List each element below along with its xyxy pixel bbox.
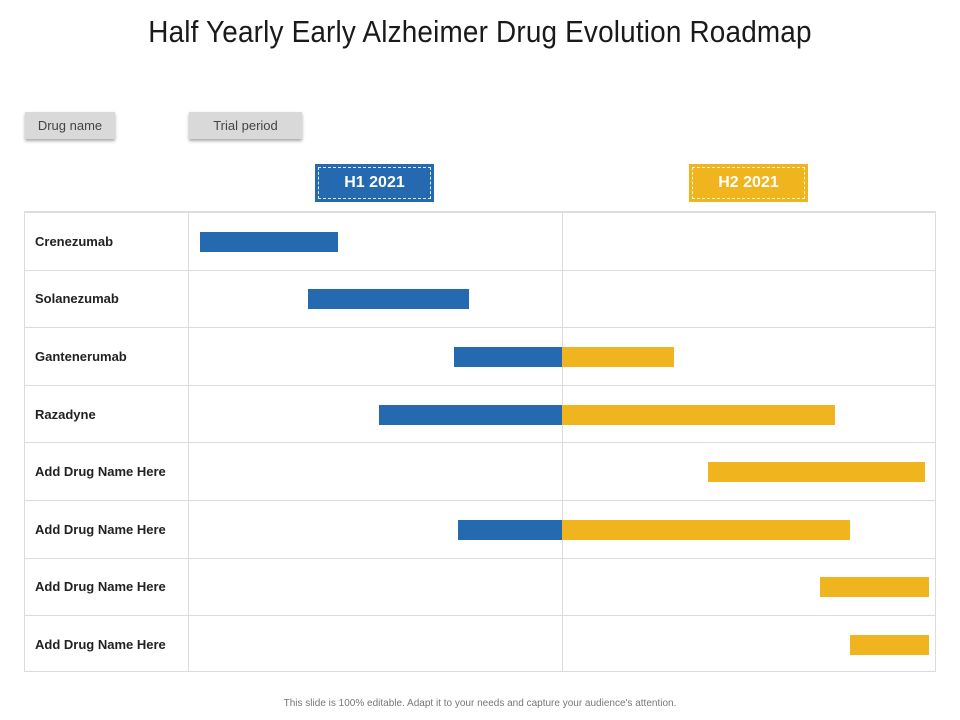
- drug-name-label: Crenezumab: [35, 233, 114, 249]
- column-divider-label: [188, 212, 189, 671]
- trial-bar-h1: [308, 289, 469, 310]
- roadmap-row: Add Drug Name Here: [25, 615, 935, 673]
- period-label-h2: H2 2021: [718, 174, 779, 191]
- roadmap-row: Add Drug Name Here: [25, 442, 935, 500]
- roadmap-row: Crenezumab: [25, 212, 935, 270]
- trial-bar-h1: [457, 519, 562, 540]
- trial-bar-h2: [849, 634, 929, 655]
- column-divider-half: [562, 212, 563, 671]
- drug-name-label: Add Drug Name Here: [35, 464, 166, 480]
- trial-bar-h2: [562, 404, 836, 425]
- period-label-h1: H1 2021: [344, 174, 405, 191]
- footer-note: This slide is 100% editable. Adapt it to…: [283, 698, 677, 709]
- roadmap-grid: Crenezumab Solanezumab Gantenerumab Razadyn…: [24, 211, 936, 672]
- period-header-h2: H2 2021: [689, 164, 808, 202]
- trial-bar-h2: [562, 519, 850, 540]
- roadmap-row: Solanezumab: [25, 269, 935, 328]
- roadmap-row: Add Drug Name Here: [25, 557, 935, 616]
- legend-drug-name: Drug name: [25, 112, 115, 139]
- drug-name-label: Razadyne: [35, 406, 96, 422]
- trial-bar-h2: [707, 462, 925, 483]
- drug-name-label: Add Drug Name Here: [35, 636, 166, 652]
- drug-name-label: Add Drug Name Here: [35, 521, 166, 537]
- trial-bar-h1: [379, 404, 562, 425]
- drug-name-label: Solanezumab: [35, 291, 119, 307]
- trial-bar-h2: [562, 346, 675, 367]
- trial-bar-h1: [200, 231, 339, 252]
- roadmap-row: Gantenerumab: [25, 327, 935, 385]
- legend-trial-period: Trial period: [189, 112, 302, 139]
- page-title: Half Yearly Early Alzheimer Drug Evoluti…: [148, 14, 812, 49]
- trial-bar-h2: [820, 577, 929, 598]
- roadmap-row: Razadyne: [25, 384, 935, 443]
- trial-bar-h1: [453, 346, 562, 367]
- drug-name-label: Add Drug Name Here: [35, 579, 166, 595]
- period-header-h1: H1 2021: [315, 164, 434, 202]
- drug-name-label: Gantenerumab: [35, 348, 127, 364]
- roadmap-row: Add Drug Name Here: [25, 500, 935, 558]
